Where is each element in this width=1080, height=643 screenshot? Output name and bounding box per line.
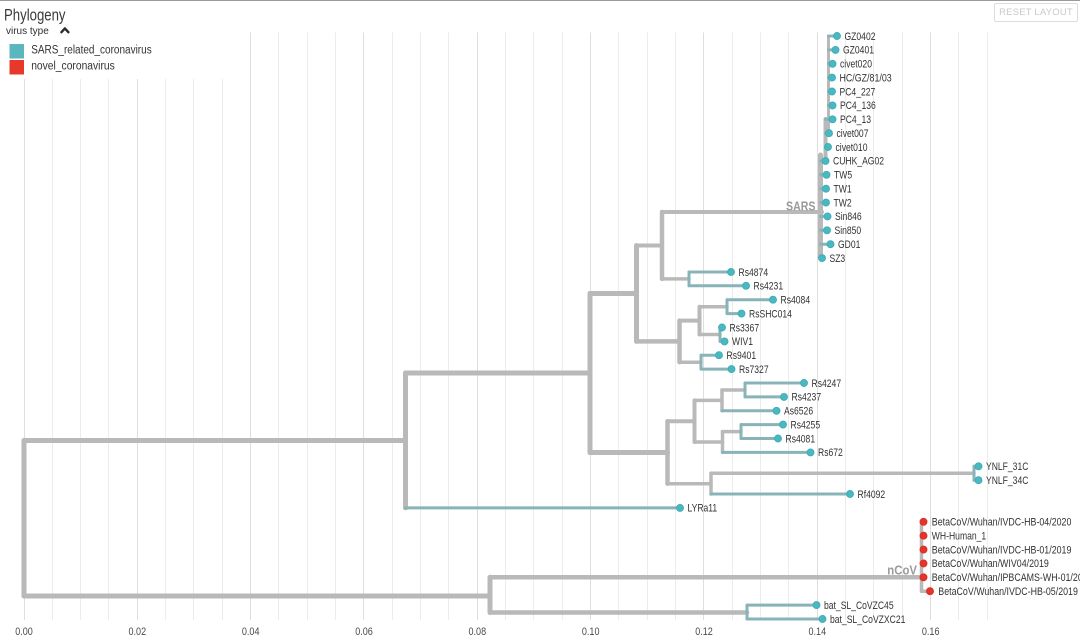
svg-text:LYRa11: LYRa11 bbox=[688, 503, 718, 515]
svg-text:Rs7327: Rs7327 bbox=[739, 364, 769, 376]
svg-text:Rs672: Rs672 bbox=[818, 447, 843, 459]
svg-text:Rs4081: Rs4081 bbox=[786, 433, 816, 445]
svg-text:Phylogeny: Phylogeny bbox=[4, 5, 66, 24]
svg-text:0.04: 0.04 bbox=[242, 626, 260, 638]
svg-text:PC4_136: PC4_136 bbox=[840, 100, 876, 112]
svg-text:Rs4084: Rs4084 bbox=[781, 295, 811, 307]
svg-text:Rf4092: Rf4092 bbox=[858, 489, 886, 501]
svg-text:YNLF_34C: YNLF_34C bbox=[986, 475, 1028, 487]
svg-text:BetaCoV/Wuhan/IVDC-HB-01/2019: BetaCoV/Wuhan/IVDC-HB-01/2019 bbox=[932, 544, 1072, 556]
svg-text:SARS_related_coronavirus: SARS_related_coronavirus bbox=[31, 45, 152, 57]
svg-text:0.14: 0.14 bbox=[809, 626, 827, 638]
svg-text:civet020: civet020 bbox=[840, 59, 872, 71]
svg-text:0.02: 0.02 bbox=[129, 626, 147, 638]
svg-text:PC4_227: PC4_227 bbox=[840, 86, 876, 98]
svg-text:Rs4874: Rs4874 bbox=[739, 267, 769, 279]
svg-text:Rs4247: Rs4247 bbox=[812, 378, 842, 390]
svg-text:0.06: 0.06 bbox=[355, 626, 373, 638]
svg-text:Rs4231: Rs4231 bbox=[754, 281, 784, 293]
svg-text:BetaCoV/Wuhan/IVDC-HB-05/2019: BetaCoV/Wuhan/IVDC-HB-05/2019 bbox=[938, 586, 1078, 598]
svg-text:SZ3: SZ3 bbox=[830, 253, 846, 265]
svg-text:GZ0401: GZ0401 bbox=[843, 45, 874, 57]
svg-text:GD01: GD01 bbox=[838, 239, 860, 251]
svg-text:HC/GZ/81/03: HC/GZ/81/03 bbox=[840, 72, 892, 84]
svg-text:Rs4255: Rs4255 bbox=[791, 419, 821, 431]
svg-text:BetaCoV/Wuhan/IPBCAMS-WH-01/20: BetaCoV/Wuhan/IPBCAMS-WH-01/2019 bbox=[932, 572, 1080, 584]
svg-text:TW2: TW2 bbox=[834, 197, 852, 209]
svg-text:BetaCoV/Wuhan/IVDC-HB-04/2020: BetaCoV/Wuhan/IVDC-HB-04/2020 bbox=[932, 517, 1072, 529]
svg-text:novel_coronavirus: novel_coronavirus bbox=[31, 61, 115, 73]
svg-text:nCoV: nCoV bbox=[887, 563, 917, 578]
svg-text:TW1: TW1 bbox=[834, 184, 852, 196]
svg-text:0.12: 0.12 bbox=[695, 626, 713, 638]
svg-text:WIV1: WIV1 bbox=[732, 336, 753, 348]
svg-text:Sin846: Sin846 bbox=[835, 211, 862, 223]
svg-text:0.00: 0.00 bbox=[15, 626, 33, 638]
svg-text:0.08: 0.08 bbox=[469, 626, 487, 638]
svg-text:PC4_13: PC4_13 bbox=[840, 114, 871, 126]
svg-text:bat_SL_CoVZXC21: bat_SL_CoVZXC21 bbox=[830, 614, 905, 626]
svg-text:CUHK_AG02: CUHK_AG02 bbox=[833, 156, 884, 168]
svg-text:civet007: civet007 bbox=[837, 128, 869, 140]
svg-text:WH-Human_1: WH-Human_1 bbox=[932, 531, 986, 543]
svg-text:Rs4237: Rs4237 bbox=[792, 392, 822, 404]
svg-text:RsSHC014: RsSHC014 bbox=[749, 308, 792, 320]
svg-text:As6526: As6526 bbox=[784, 406, 813, 418]
svg-text:SARS: SARS bbox=[786, 199, 816, 214]
svg-text:Sin850: Sin850 bbox=[835, 225, 862, 237]
svg-text:bat_SL_CoVZC45: bat_SL_CoVZC45 bbox=[824, 600, 894, 612]
svg-text:Rs9401: Rs9401 bbox=[727, 350, 757, 362]
svg-text:GZ0402: GZ0402 bbox=[845, 31, 876, 43]
svg-text:TW5: TW5 bbox=[834, 170, 852, 182]
svg-text:0.10: 0.10 bbox=[582, 626, 600, 638]
svg-text:YNLF_31C: YNLF_31C bbox=[986, 461, 1028, 473]
svg-text:BetaCoV/Wuhan/WIV04/2019: BetaCoV/Wuhan/WIV04/2019 bbox=[932, 558, 1049, 570]
svg-text:Rs3367: Rs3367 bbox=[730, 322, 760, 334]
svg-text:civet010: civet010 bbox=[836, 142, 868, 154]
svg-text:0.16: 0.16 bbox=[922, 626, 940, 638]
svg-text:virus type: virus type bbox=[6, 26, 49, 37]
